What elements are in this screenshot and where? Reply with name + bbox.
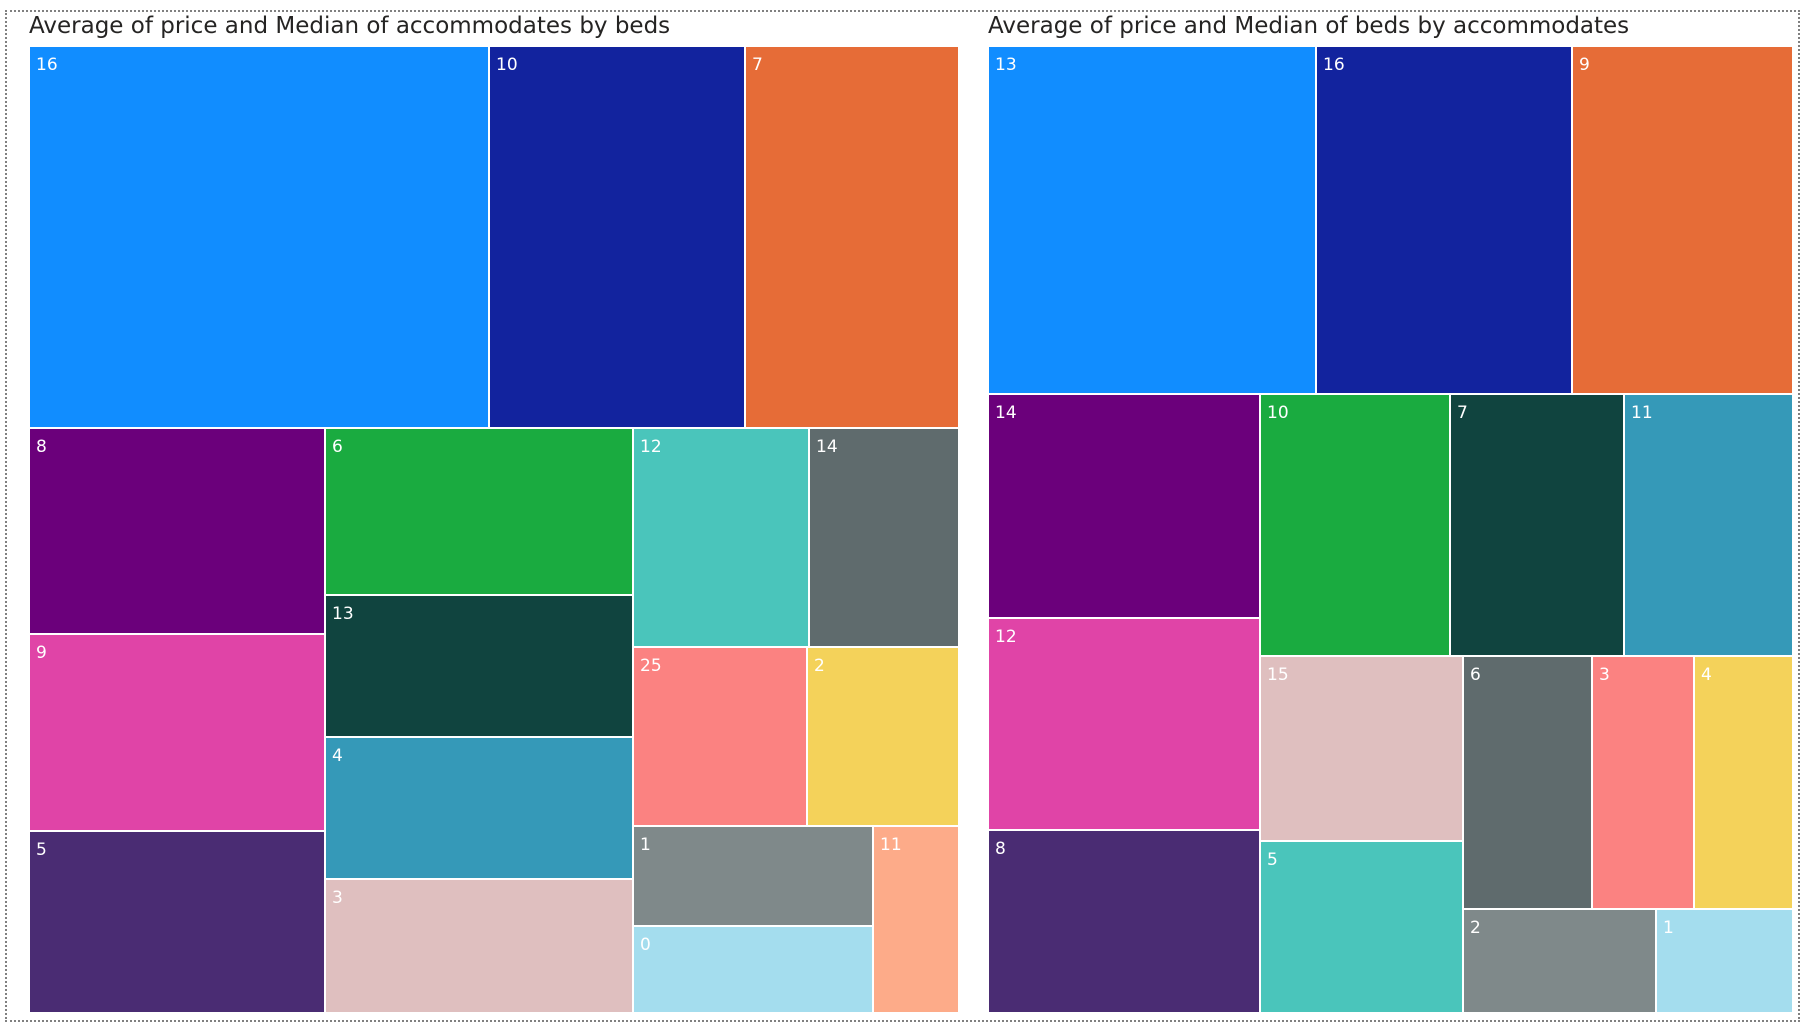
treemap-left-rect-0[interactable] [632,925,874,1014]
treemap-right-label-5: 5 [1267,850,1278,870]
treemap-right-tile-2[interactable]: 2 [1462,908,1657,1014]
treemap-right-rect-11[interactable] [1623,393,1794,657]
report-frame [5,10,1800,1022]
treemap-left-label-12: 12 [640,437,662,457]
treemap-left-rect-7[interactable] [744,45,960,429]
treemap-right-tile-9[interactable]: 9 [1571,45,1794,395]
treemap-right-label-4: 4 [1701,665,1712,685]
treemap-left-tile-5[interactable]: 5 [28,830,326,1014]
treemap-left-tile-7[interactable]: 7 [744,45,960,429]
treemap-left-label-3: 3 [332,888,343,908]
treemap-right-tile-11[interactable]: 11 [1623,393,1794,657]
treemap-left-tile-8[interactable]: 8 [28,427,326,635]
treemap-left-label-25: 25 [640,656,662,676]
treemap-left-label-2: 2 [814,656,825,676]
treemap-right-label-6: 6 [1470,665,1481,685]
treemap-right-rect-4[interactable] [1693,655,1794,910]
treemap-left-label-16: 16 [36,55,58,75]
treemap-right-label-3: 3 [1599,665,1610,685]
treemap-left-label-14: 14 [816,437,838,457]
treemap-left-rect-16[interactable] [28,45,490,429]
treemap-left-rect-25[interactable] [632,646,808,827]
treemap-right-label-15: 15 [1267,665,1289,685]
treemap-right-rect-15[interactable] [1259,655,1464,842]
treemap-left-label-7: 7 [752,55,763,75]
treemap-right-rect-9[interactable] [1571,45,1794,395]
treemap-right-label-11: 11 [1631,403,1653,423]
treemap-left-tile-12[interactable]: 12 [632,427,810,648]
treemap-right-rect-2[interactable] [1462,908,1657,1014]
treemap-right-label-14: 14 [995,403,1017,423]
treemap-right-tile-1[interactable]: 1 [1655,908,1794,1014]
treemap-right-tile-16[interactable]: 16 [1315,45,1573,395]
treemap-left-label-9: 9 [36,643,47,663]
treemap-right-tile-3[interactable]: 3 [1591,655,1695,910]
treemap-left-tile-9[interactable]: 9 [28,633,326,832]
treemap-left-label-4: 4 [332,746,343,766]
treemap-left-label-8: 8 [36,437,47,457]
treemap-right-rect-3[interactable] [1591,655,1695,910]
treemap-right-tile-4[interactable]: 4 [1693,655,1794,910]
treemap-left-tile-2[interactable]: 2 [806,646,960,827]
treemap-right-label-16: 16 [1323,55,1345,75]
treemap-left-label-10: 10 [496,55,518,75]
treemap-right-rect-1[interactable] [1655,908,1794,1014]
treemap-right-label-13: 13 [995,55,1017,75]
treemap-right-rect-7[interactable] [1449,393,1625,657]
treemap-right-rect-12[interactable] [987,617,1261,831]
treemap-right-tile-8[interactable]: 8 [987,829,1261,1014]
treemap-left-label-11: 11 [880,835,902,855]
treemap-left-rect-2[interactable] [806,646,960,827]
treemap-right-tile-14[interactable]: 14 [987,393,1261,619]
treemap-right-rect-10[interactable] [1259,393,1451,657]
treemap-left-rect-12[interactable] [632,427,810,648]
treemap-right-rect-5[interactable] [1259,840,1464,1014]
treemap-right-label-2: 2 [1470,918,1481,938]
treemap-left-rect-8[interactable] [28,427,326,635]
chart-title-right: Average of price and Median of beds by a… [988,13,1630,39]
treemap-left-rect-6[interactable] [324,427,634,596]
chart-title-left: Average of price and Median of accommoda… [29,13,671,39]
treemap-right-tile-10[interactable]: 10 [1259,393,1451,657]
treemap-left-tile-6[interactable]: 6 [324,427,634,596]
treemap-right-rect-14[interactable] [987,393,1261,619]
treemap-right-tile-6[interactable]: 6 [1462,655,1593,910]
treemap-right-tile-12[interactable]: 12 [987,617,1261,831]
treemap-right-rect-13[interactable] [987,45,1317,395]
treemap-left-rect-9[interactable] [28,633,326,832]
treemap-left-label-5: 5 [36,840,47,860]
treemap-left-tile-3[interactable]: 3 [324,878,634,1014]
treemap-left-label-13: 13 [332,604,354,624]
treemap-right-tile-5[interactable]: 5 [1259,840,1464,1014]
treemap-right-tile-15[interactable]: 15 [1259,655,1464,842]
treemap-right-tile-13[interactable]: 13 [987,45,1317,395]
treemap-right-label-8: 8 [995,839,1006,859]
treemap-left-label-0: 0 [640,935,651,955]
treemap-left-tile-25[interactable]: 25 [632,646,808,827]
treemap-left-tile-11[interactable]: 11 [872,825,960,1014]
treemap-right-label-7: 7 [1457,403,1468,423]
treemap-left-rect-11[interactable] [872,825,960,1014]
treemap-right-label-12: 12 [995,627,1017,647]
treemap-left-rect-5[interactable] [28,830,326,1014]
treemap-right-rect-8[interactable] [987,829,1261,1014]
treemap-right-tile-7[interactable]: 7 [1449,393,1625,657]
treemap-right-rect-16[interactable] [1315,45,1573,395]
treemap-left-rect-4[interactable] [324,736,634,880]
treemap-right-label-9: 9 [1579,55,1590,75]
treemap-left-label-6: 6 [332,437,343,457]
treemap-right-label-10: 10 [1267,403,1289,423]
treemap-left-rect-3[interactable] [324,878,634,1014]
treemap-right-rect-6[interactable] [1462,655,1593,910]
treemap-left-tile-0[interactable]: 0 [632,925,874,1014]
treemap-left-tile-16[interactable]: 16 [28,45,490,429]
treemap-left-label-1: 1 [640,835,651,855]
treemap-left-tile-4[interactable]: 4 [324,736,634,880]
treemap-right-label-1: 1 [1663,918,1674,938]
